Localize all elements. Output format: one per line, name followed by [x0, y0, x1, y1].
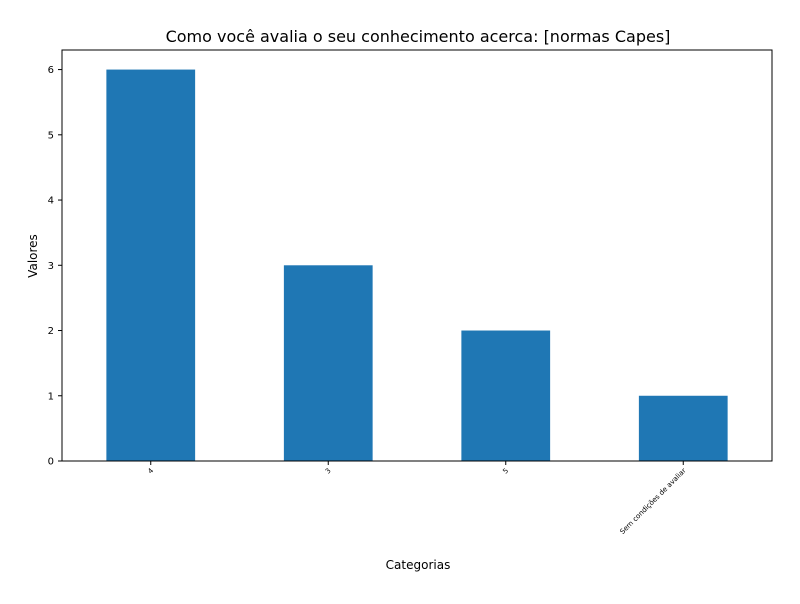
y-tick-label: 0	[48, 457, 54, 468]
bar-3	[638, 395, 728, 461]
y-tick-label: 4	[48, 196, 54, 207]
x-axis-label: Categorias	[386, 558, 451, 572]
y-tick-label: 3	[48, 261, 54, 272]
y-axis-label: Valores	[26, 234, 40, 278]
bar-0	[106, 69, 196, 461]
y-tick-label: 1	[48, 391, 54, 402]
bar-1	[283, 265, 373, 461]
x-tick-label: 5	[501, 467, 510, 476]
y-axis: 0 1 2 3 4 5 6	[48, 65, 62, 468]
bars-layer	[106, 69, 728, 461]
y-tick-label: 5	[48, 130, 54, 141]
x-tick-label: 3	[324, 467, 333, 476]
y-tick-label: 6	[48, 65, 54, 76]
x-tick-label: 4	[146, 466, 155, 475]
bar-2	[461, 330, 551, 461]
y-tick-label: 2	[48, 326, 54, 337]
plot-frame	[61, 49, 773, 462]
chart-title: Como você avalia o seu conhecimento acer…	[166, 27, 671, 46]
